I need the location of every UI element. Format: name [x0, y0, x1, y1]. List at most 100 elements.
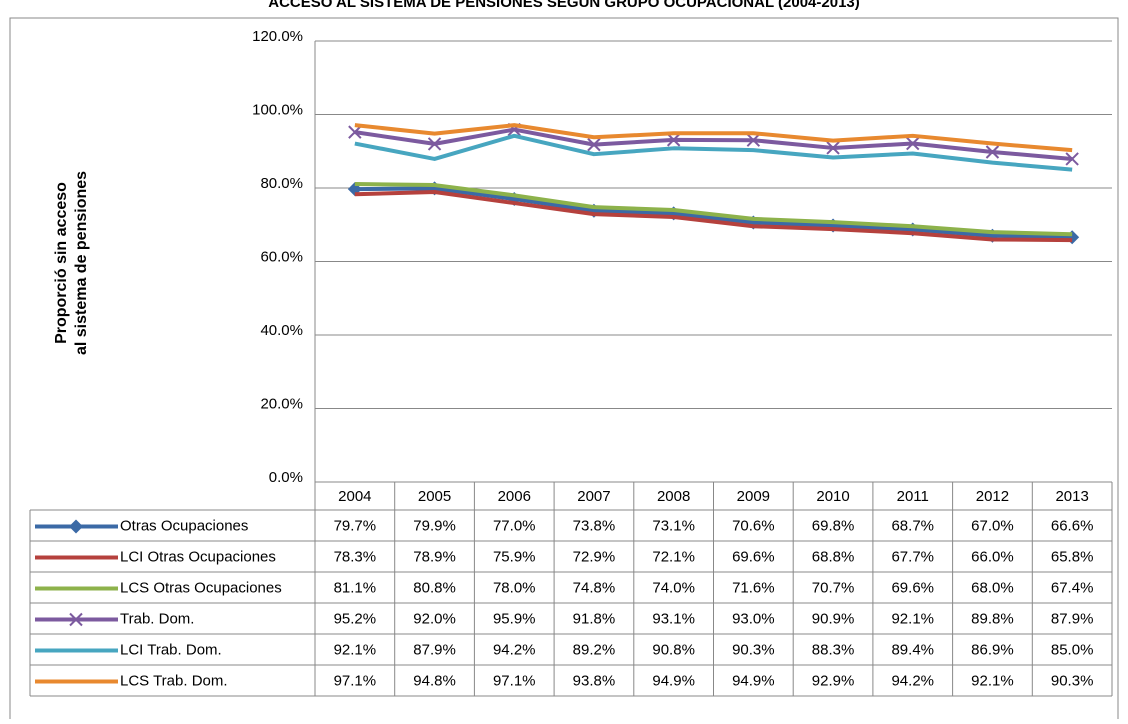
table-cell: 66.0% — [971, 548, 1014, 565]
marker — [985, 145, 1000, 159]
table-cell: 86.9% — [971, 641, 1014, 658]
table-cell: 85.0% — [1051, 641, 1094, 658]
table-cell: 78.9% — [413, 548, 456, 565]
table-cell: 74.0% — [652, 579, 695, 596]
legend-label: LCI Otras Ocupaciones — [120, 548, 276, 565]
table-cell: 67.7% — [891, 548, 934, 565]
table-cell: 88.3% — [812, 641, 855, 658]
table-cell: 66.6% — [1051, 517, 1094, 534]
x-tick-label: 2009 — [737, 488, 770, 505]
table-cell: 69.6% — [732, 548, 775, 565]
x-tick-label: 2010 — [816, 488, 849, 505]
table-cell: 67.0% — [971, 517, 1014, 534]
table-cell: 92.0% — [413, 610, 456, 627]
table-cell: 90.8% — [652, 641, 695, 658]
table-cell: 97.1% — [334, 672, 377, 689]
table-cell: 68.7% — [891, 517, 934, 534]
x-tick-label: 2007 — [577, 488, 610, 505]
table-cell: 92.9% — [812, 672, 855, 689]
y-tick-label: 100.0% — [252, 101, 303, 118]
table-cell: 68.0% — [971, 579, 1014, 596]
y-tick-label: 80.0% — [260, 175, 303, 192]
table-cell: 65.8% — [1051, 548, 1094, 565]
table-cell: 95.9% — [493, 610, 536, 627]
legend-label: Otras Ocupaciones — [120, 517, 248, 534]
table-cell: 94.2% — [891, 672, 934, 689]
x-tick-label: 2008 — [657, 488, 690, 505]
x-tick-label: 2013 — [1055, 488, 1088, 505]
table-cell: 94.8% — [413, 672, 456, 689]
table-cell: 89.2% — [573, 641, 616, 658]
table-cell: 72.9% — [573, 548, 616, 565]
table-cell: 77.0% — [493, 517, 536, 534]
table-cell: 79.9% — [413, 517, 456, 534]
marker — [906, 136, 920, 151]
table-cell: 94.2% — [493, 641, 536, 658]
table-cell: 89.8% — [971, 610, 1014, 627]
table-cell: 97.1% — [493, 672, 536, 689]
table-cell: 92.1% — [334, 641, 377, 658]
table-cell: 69.6% — [891, 579, 934, 596]
table-cell: 92.1% — [891, 610, 934, 627]
table-cell: 81.1% — [334, 579, 377, 596]
table-cell: 92.1% — [971, 672, 1014, 689]
table-cell: 70.6% — [732, 517, 775, 534]
table-cell: 80.8% — [413, 579, 456, 596]
marker — [587, 137, 601, 152]
y-axis-label-line: al sistema de pensiones — [73, 171, 90, 355]
table-cell: 73.1% — [652, 517, 695, 534]
table-cell: 67.4% — [1051, 579, 1094, 596]
table-cell: 73.8% — [573, 517, 616, 534]
table-cell: 78.0% — [493, 579, 536, 596]
table-cell: 94.9% — [732, 672, 775, 689]
table-cell: 90.9% — [812, 610, 855, 627]
table-cell: 90.3% — [732, 641, 775, 658]
series-line — [354, 123, 1073, 153]
marker — [69, 519, 83, 534]
table-cell: 90.3% — [1051, 672, 1094, 689]
marker — [427, 137, 442, 151]
y-tick-label: 0.0% — [269, 469, 303, 486]
table-cell: 71.6% — [732, 579, 775, 596]
table-cell: 87.9% — [1051, 610, 1094, 627]
marker — [826, 141, 840, 155]
table-cell: 79.7% — [334, 517, 377, 534]
chart-title: ACCESO AL SISTEMA DE PENSIONES SEGÚN GRU… — [268, 0, 860, 11]
marker — [1065, 152, 1079, 166]
table-cell: 91.8% — [573, 610, 616, 627]
legend-label: LCI Trab. Dom. — [120, 641, 222, 658]
x-tick-label: 2011 — [897, 488, 929, 505]
table-cell: 89.4% — [891, 641, 934, 658]
y-tick-label: 60.0% — [260, 248, 303, 265]
table-cell: 94.9% — [652, 672, 695, 689]
chart-border — [9, 17, 1119, 724]
y-tick-label: 40.0% — [260, 322, 303, 339]
series-line — [354, 190, 1073, 243]
table-cell: 68.8% — [812, 548, 855, 565]
series-line — [354, 133, 1073, 172]
series-line — [354, 186, 1073, 240]
table-cell: 93.1% — [652, 610, 695, 627]
table-cell: 69.8% — [812, 517, 855, 534]
series-line — [354, 127, 1073, 161]
marker — [666, 133, 681, 147]
table-cell: 74.8% — [573, 579, 616, 596]
y-tick-label: 20.0% — [260, 395, 303, 412]
table-cell: 93.8% — [573, 672, 616, 689]
x-tick-label: 2005 — [418, 488, 451, 505]
series-line — [354, 181, 1073, 237]
marker — [69, 612, 83, 627]
table-cell: 70.7% — [812, 579, 855, 596]
x-tick-label: 2004 — [338, 488, 371, 505]
table-cell: 87.9% — [413, 641, 456, 658]
legend-label: LCS Trab. Dom. — [120, 672, 228, 689]
y-tick-label: 120.0% — [252, 28, 303, 45]
table-cell: 95.2% — [334, 610, 377, 627]
marker — [348, 125, 362, 139]
table-cell: 72.1% — [652, 548, 695, 565]
x-tick-label: 2012 — [976, 488, 1009, 505]
legend-label: Trab. Dom. — [120, 610, 194, 627]
table-cell: 78.3% — [334, 548, 377, 565]
